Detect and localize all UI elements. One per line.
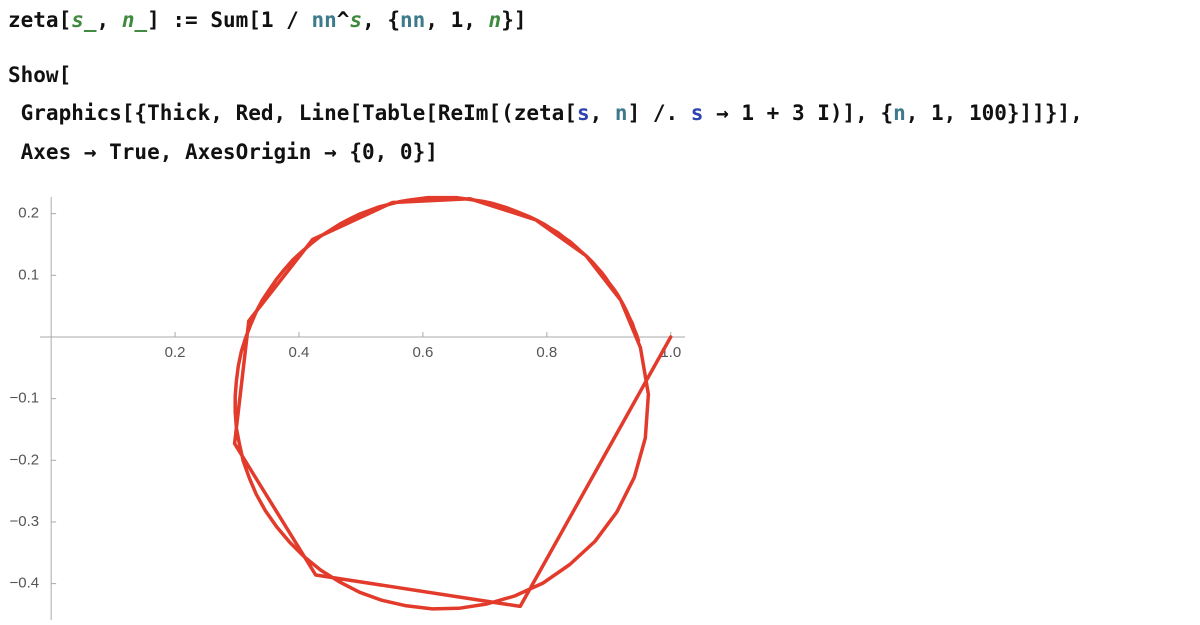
x-tick-label: 0.6 xyxy=(412,344,433,361)
code-line: Axes → True, AxesOrigin → {0, 0}] xyxy=(8,139,438,165)
code-token: , 1, xyxy=(425,8,489,32)
code-token: n_ xyxy=(121,8,148,32)
code-token: Show[ xyxy=(8,63,72,87)
code-token: Axes → True, AxesOrigin → {0, 0}] xyxy=(8,140,438,164)
code-token: ] := Sum[1 / xyxy=(147,8,312,32)
code-token: , xyxy=(589,101,615,125)
code-token: → 1 + 3 I)], { xyxy=(703,101,894,125)
x-tick-label: 0.8 xyxy=(536,344,557,361)
code-token: Graphics[{Thick, Red, Line[Table[ReIm[(z… xyxy=(8,101,577,125)
code-token: n xyxy=(893,101,906,125)
y-tick-label: −0.3 xyxy=(10,513,40,530)
code-token: ^ xyxy=(336,8,350,32)
code-line: Show[ xyxy=(8,62,71,88)
code-token: nn xyxy=(400,8,426,32)
y-tick-label: 0.2 xyxy=(18,205,39,222)
code-token: }] xyxy=(501,8,527,32)
code-token: ] /. xyxy=(627,101,691,125)
code-token: n xyxy=(614,101,628,125)
code-token: s xyxy=(349,8,363,32)
code-token: , { xyxy=(362,8,401,32)
code-token: zeta[ xyxy=(8,8,72,32)
y-tick-label: −0.1 xyxy=(10,390,40,407)
code-token: , xyxy=(96,8,122,32)
code-token: s xyxy=(576,101,590,125)
code-token: s_ xyxy=(71,8,97,32)
x-tick-label: 0.2 xyxy=(165,344,186,361)
code-line: Graphics[{Thick, Red, Line[Table[ReIm[(z… xyxy=(8,100,1083,126)
code-token: s xyxy=(690,101,704,125)
y-tick-label: −0.4 xyxy=(10,575,40,592)
code-token: nn xyxy=(311,8,337,32)
code-token: n xyxy=(488,8,502,32)
data-line xyxy=(232,195,673,611)
y-tick-label: −0.2 xyxy=(10,451,40,468)
code-line: zeta[s_, n_] := Sum[1 / nn^s, {nn, 1, n}… xyxy=(8,7,527,33)
x-tick-label: 0.4 xyxy=(289,344,310,361)
y-tick-label: 0.1 xyxy=(18,266,39,283)
code-token: , 1, 100}]]}], xyxy=(905,101,1083,125)
